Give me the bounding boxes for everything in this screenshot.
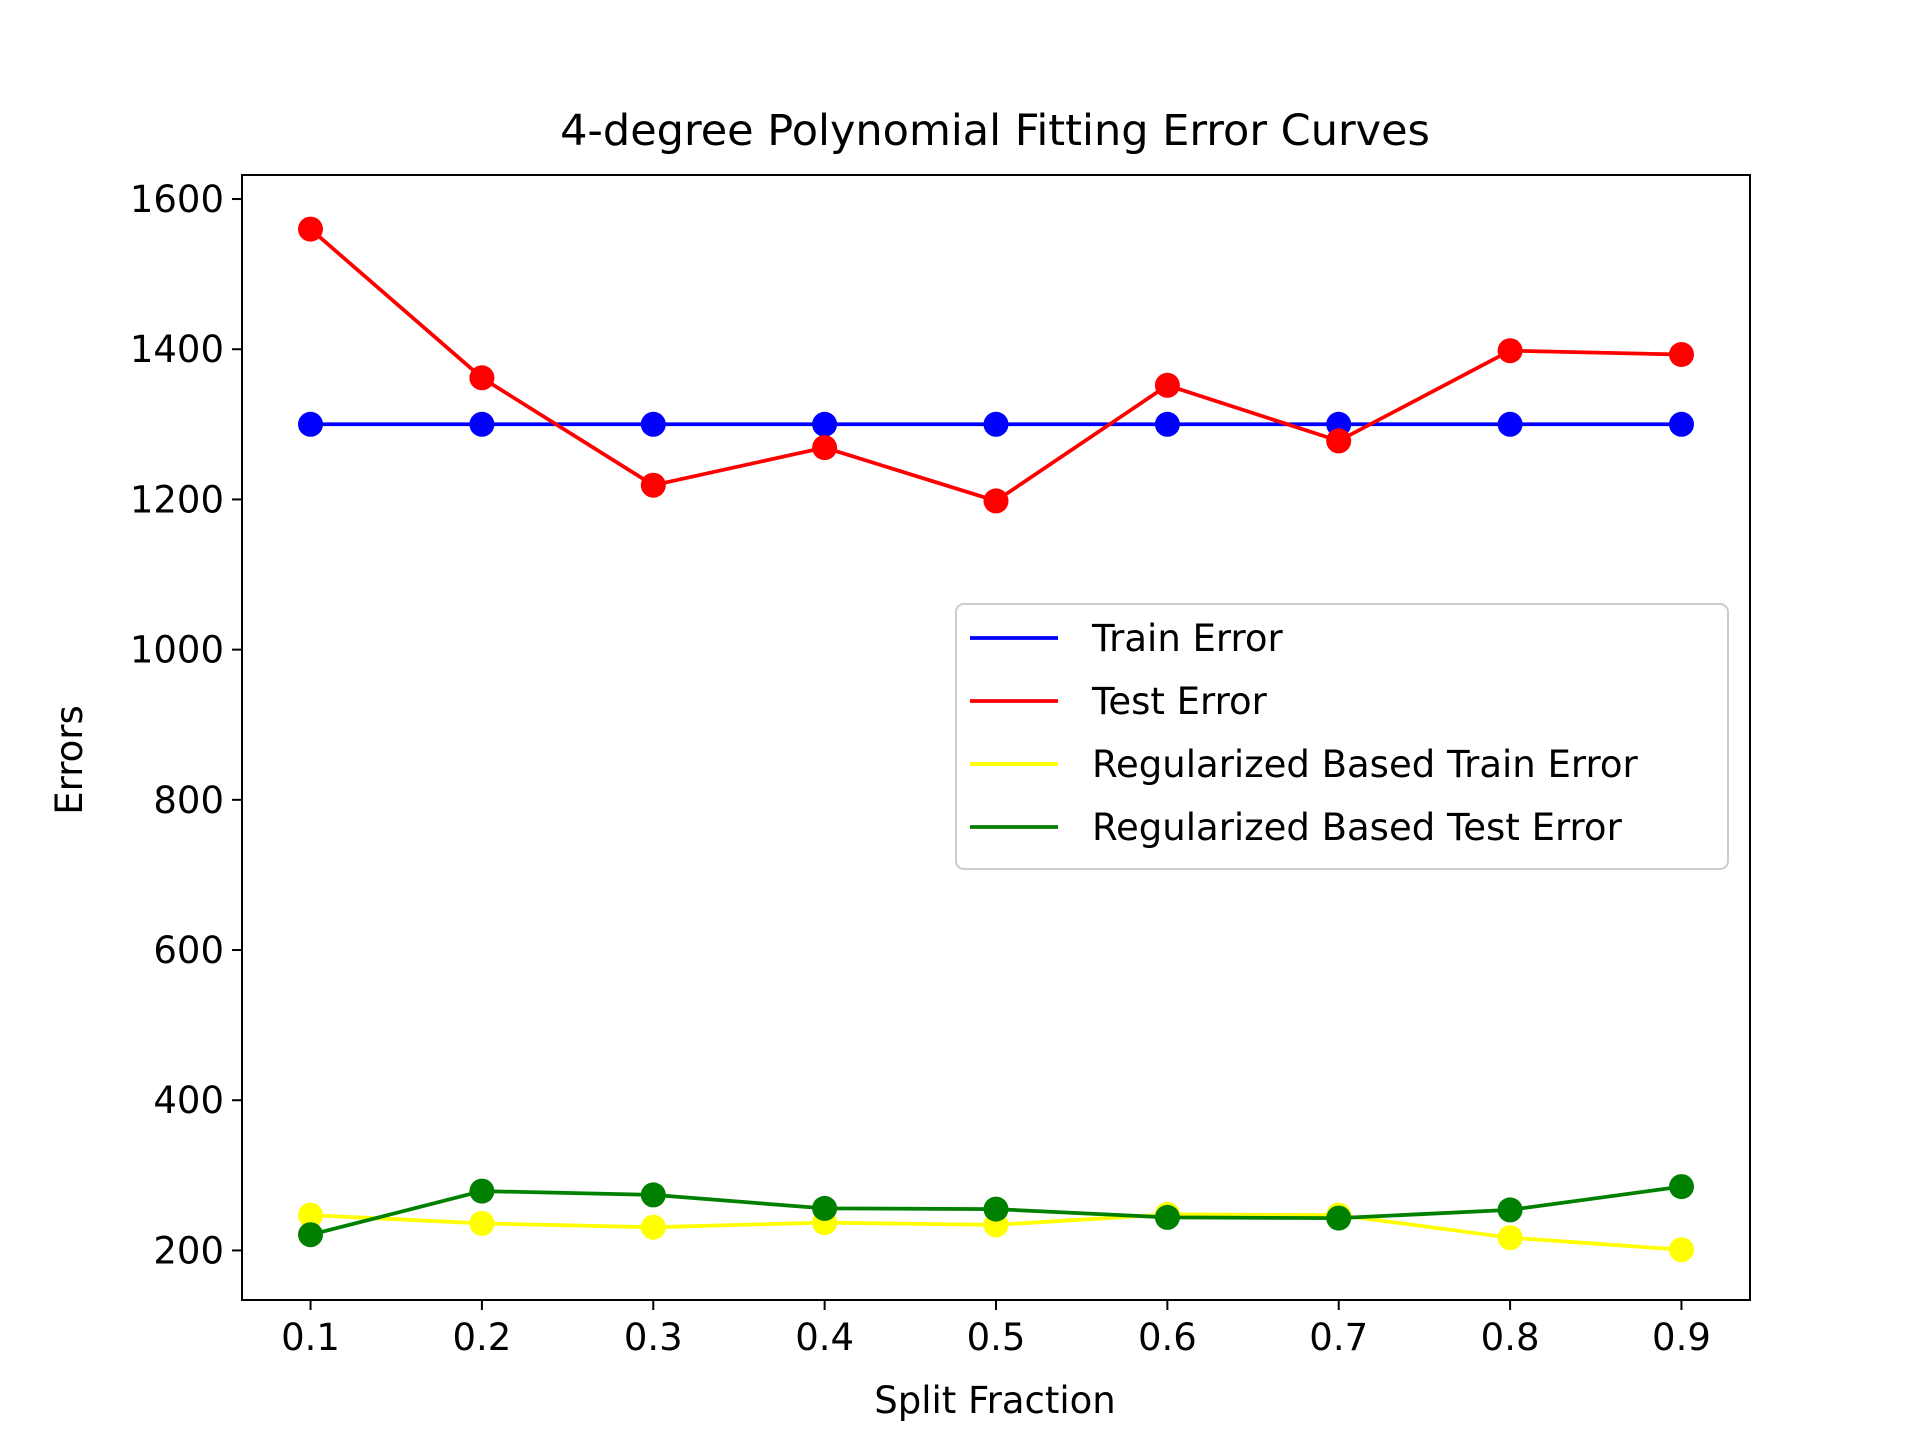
x-tick-label: 0.2	[452, 1316, 511, 1359]
series-3-point-1	[469, 1179, 494, 1204]
series-3-point-0	[298, 1222, 323, 1247]
series-2-point-7	[1498, 1225, 1523, 1250]
series-3-point-6	[1326, 1206, 1351, 1231]
y-tick-label: 600	[153, 929, 224, 972]
y-tick-label: 1000	[130, 629, 224, 672]
chart-title: 4-degree Polynomial Fitting Error Curves	[560, 106, 1430, 156]
series-0-point-5	[1155, 412, 1180, 437]
series-2-point-2	[641, 1215, 666, 1240]
series-3-point-7	[1498, 1197, 1523, 1222]
x-tick-label: 0.4	[795, 1316, 854, 1359]
y-tick-label: 1400	[130, 328, 224, 371]
series-3-point-5	[1155, 1205, 1180, 1230]
series-1-point-1	[469, 365, 494, 390]
y-tick-label: 200	[153, 1229, 224, 1272]
series-0-point-7	[1498, 412, 1523, 437]
series-1-point-4	[984, 488, 1009, 513]
series-1-point-5	[1155, 373, 1180, 398]
x-tick-label: 0.9	[1652, 1316, 1711, 1359]
series-0-point-1	[469, 412, 494, 437]
y-axis-label: Errors	[48, 705, 91, 814]
x-tick-label: 0.6	[1138, 1316, 1197, 1359]
legend: Train Error Test Error Regularized Based T…	[956, 604, 1728, 869]
x-tick-label: 0.7	[1309, 1316, 1368, 1359]
series-3-point-2	[641, 1182, 666, 1207]
series-1-point-0	[298, 217, 323, 242]
y-tick-label: 800	[153, 779, 224, 822]
legend-label-2: Regularized Based Train Error	[1092, 743, 1638, 786]
series-1-point-2	[641, 473, 666, 498]
legend-label-0: Train Error	[1091, 617, 1284, 660]
y-tick-label: 400	[153, 1079, 224, 1122]
series-3-point-3	[812, 1196, 837, 1221]
x-tick-label: 0.3	[624, 1316, 683, 1359]
series-0-point-4	[984, 412, 1009, 437]
x-axis-label: Split Fraction	[874, 1379, 1116, 1422]
series-0-point-0	[298, 412, 323, 437]
series-1-point-8	[1669, 342, 1694, 367]
x-tick-label: 0.5	[967, 1316, 1026, 1359]
series-3-point-4	[984, 1197, 1009, 1222]
legend-label-1: Test Error	[1091, 680, 1268, 723]
x-tick-label: 0.8	[1481, 1316, 1540, 1359]
series-0-point-2	[641, 412, 666, 437]
legend-label-3: Regularized Based Test Error	[1092, 806, 1623, 849]
series-1-point-7	[1498, 338, 1523, 363]
series-2-point-8	[1669, 1237, 1694, 1262]
series-3-point-8	[1669, 1174, 1694, 1199]
series-0-point-3	[812, 412, 837, 437]
series-1-point-6	[1326, 428, 1351, 453]
series-0-point-8	[1669, 412, 1694, 437]
x-tick-label: 0.1	[281, 1316, 340, 1359]
series-2-point-1	[469, 1211, 494, 1236]
series-1-point-3	[812, 435, 837, 460]
y-tick-label: 1200	[130, 478, 224, 521]
y-tick-label: 1600	[130, 178, 224, 221]
